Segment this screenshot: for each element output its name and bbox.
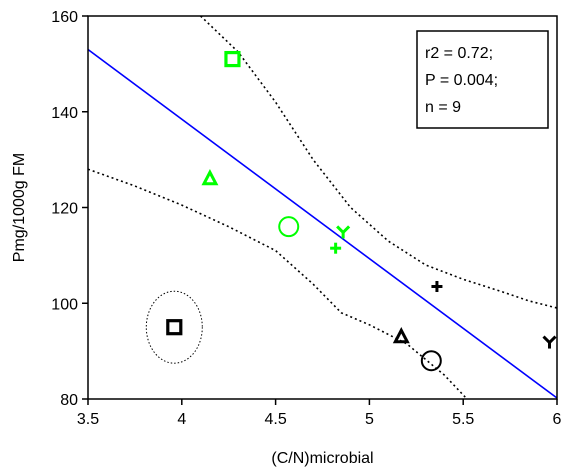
x-tick-label: 4.5 bbox=[264, 411, 286, 428]
y-tick-label: 100 bbox=[51, 296, 78, 313]
data-point-circle-black bbox=[420, 350, 442, 372]
data-point-y-green bbox=[336, 225, 351, 239]
stats-n: n = 9 bbox=[425, 99, 461, 116]
data-point-y-black bbox=[542, 335, 557, 349]
confidence-band-lower bbox=[88, 168, 468, 399]
x-tick-label: 3.5 bbox=[77, 411, 99, 428]
data-point-circle-green bbox=[278, 216, 300, 238]
y-tick-label: 140 bbox=[51, 105, 78, 122]
x-tick-label: 5.5 bbox=[452, 411, 474, 428]
stats-r2: r2 = 0.72; bbox=[425, 45, 493, 62]
x-axis-title: (C/N)microbial bbox=[271, 450, 373, 467]
data-point-triangle-green bbox=[201, 169, 219, 186]
x-tick-label: 4 bbox=[177, 411, 186, 428]
data-point-square-black bbox=[145, 290, 203, 364]
stats-box: r2 = 0.72; P = 0.004; n = 9 bbox=[416, 30, 549, 129]
stats-p-value: P = 0.004; bbox=[425, 72, 498, 89]
y-tick-label: 120 bbox=[51, 201, 78, 218]
y-axis-title: Pmg/1000g FM bbox=[11, 153, 28, 262]
data-point-triangle-black bbox=[392, 327, 410, 344]
y-tick-label: 160 bbox=[51, 9, 78, 26]
data-point-square-green bbox=[224, 50, 241, 68]
outlier-ellipse bbox=[145, 290, 203, 364]
data-point-plus-green bbox=[330, 242, 342, 254]
data-point-plus-black bbox=[431, 280, 443, 292]
x-tick-label: 6 bbox=[553, 411, 562, 428]
regression-line bbox=[88, 48, 557, 399]
y-tick-label: 80 bbox=[60, 392, 78, 409]
x-tick-label: 5 bbox=[365, 411, 374, 428]
stats-box-frame bbox=[416, 30, 549, 129]
